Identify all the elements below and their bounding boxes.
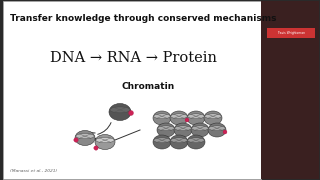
Ellipse shape [110,107,130,113]
Bar [267,28,315,38]
Ellipse shape [209,126,225,131]
Ellipse shape [174,123,192,137]
Text: (Manassi et al., 2021): (Manassi et al., 2021) [10,169,57,173]
Ellipse shape [158,126,174,131]
Circle shape [185,118,189,122]
Ellipse shape [170,111,188,125]
Ellipse shape [154,138,170,143]
Bar [261,1,319,179]
Circle shape [223,130,227,134]
Text: Chromatin: Chromatin [121,82,175,91]
Ellipse shape [204,111,222,125]
Ellipse shape [154,114,170,119]
Ellipse shape [76,134,94,139]
Bar [3,1,261,179]
Ellipse shape [157,123,175,137]
Text: DNA → RNA → Protein: DNA → RNA → Protein [50,51,217,65]
Ellipse shape [205,114,221,119]
Ellipse shape [109,103,131,120]
Ellipse shape [96,138,114,143]
Circle shape [94,146,98,150]
Ellipse shape [175,126,191,131]
Text: Travis Wrightsman: Travis Wrightsman [277,31,305,35]
Ellipse shape [187,135,205,149]
Circle shape [74,138,78,142]
Ellipse shape [170,135,188,149]
Ellipse shape [188,114,204,119]
Ellipse shape [208,123,226,137]
Circle shape [129,111,133,116]
Ellipse shape [192,126,208,131]
Ellipse shape [188,138,204,143]
Ellipse shape [153,135,171,149]
Ellipse shape [171,114,187,119]
Ellipse shape [75,130,95,145]
Ellipse shape [191,123,209,137]
Ellipse shape [95,134,115,150]
Ellipse shape [153,111,171,125]
Ellipse shape [171,138,187,143]
Text: Transfer knowledge through conserved mechanisms: Transfer knowledge through conserved mec… [10,14,276,23]
Ellipse shape [187,111,205,125]
